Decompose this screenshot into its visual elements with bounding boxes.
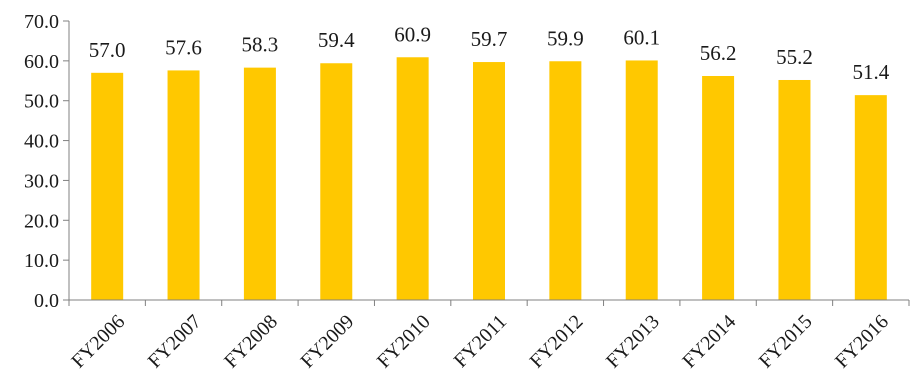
- data-label: 60.9: [394, 22, 431, 46]
- x-category-label: FY2013: [602, 311, 664, 373]
- data-labels: 57.0 57.6 58.3 59.4 60.9 59.7 59.9 60.1 56.2 55.2…: [89, 22, 890, 84]
- bar-fy2009: [320, 63, 353, 301]
- bar-fy2006: [91, 72, 124, 300]
- x-category-label: FY2016: [831, 311, 893, 373]
- y-tick-label: 0.0: [34, 290, 59, 312]
- bar-fy2007: [167, 70, 200, 301]
- y-tick-label: 20.0: [24, 210, 59, 232]
- x-category-label: FY2008: [220, 311, 282, 373]
- x-category-label: FY2011: [450, 311, 511, 372]
- bar-fy2012: [549, 61, 582, 301]
- x-category-label: FY2014: [678, 311, 740, 373]
- data-label: 59.7: [471, 27, 508, 51]
- bar-fy2013: [625, 60, 658, 300]
- y-tick-label: 40.0: [24, 131, 59, 153]
- x-category-label: FY2012: [526, 311, 588, 373]
- data-label: 59.4: [318, 28, 355, 52]
- data-label: 56.2: [700, 41, 737, 65]
- bar-fy2010: [396, 57, 429, 300]
- bar-fy2011: [473, 62, 505, 300]
- bar-fy2014: [702, 76, 735, 300]
- x-category-label: FY2007: [144, 311, 206, 373]
- x-category-label: FY2010: [373, 311, 435, 373]
- x-category-label: FY2009: [296, 311, 358, 373]
- y-tick-label: 70.0: [24, 11, 59, 33]
- bar-fy2008: [243, 67, 276, 300]
- data-label: 51.4: [852, 60, 889, 84]
- data-label: 59.9: [547, 26, 584, 50]
- bars: [91, 57, 887, 301]
- y-tick-label: 50.0: [24, 91, 59, 113]
- bar-fy2016: [854, 95, 887, 301]
- y-tick-label: 10.0: [24, 250, 59, 272]
- y-tick-label: 60.0: [24, 51, 59, 73]
- data-label: 58.3: [242, 33, 279, 57]
- data-label: 60.1: [623, 25, 660, 49]
- data-label: 55.2: [776, 45, 813, 69]
- x-axis: FY2006 FY2007 FY2008 FY2009 FY2010 FY2011 FY20…: [67, 299, 910, 373]
- data-label: 57.6: [165, 35, 202, 59]
- x-category-label: FY2015: [755, 311, 817, 373]
- y-axis: 0.0 10.0 20.0 30.0 40.0 50.0 60.0 70.0: [24, 11, 70, 312]
- data-label: 57.0: [89, 38, 126, 62]
- x-category-label: FY2006: [67, 311, 129, 373]
- y-tick-label: 30.0: [24, 170, 59, 192]
- bar-fy2015: [778, 79, 811, 300]
